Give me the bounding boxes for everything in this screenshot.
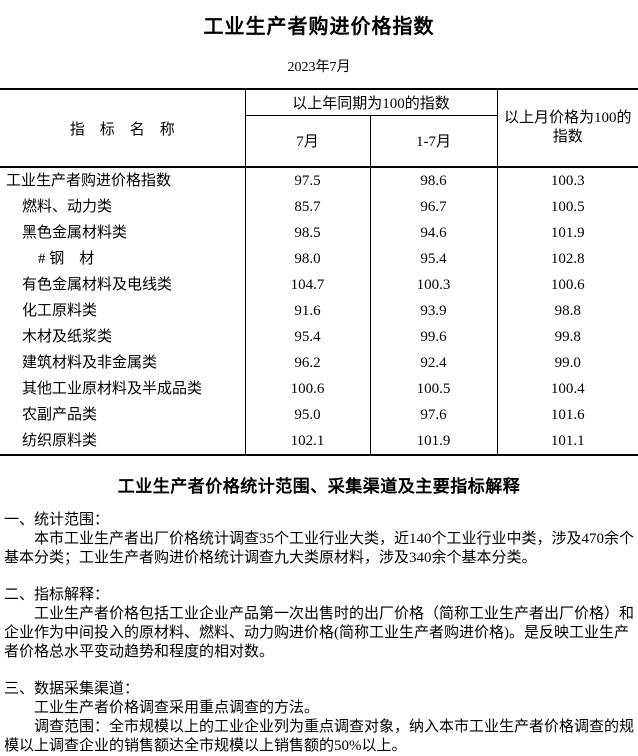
value-jul: 98.5: [244, 220, 370, 246]
table-row: 木材及纸浆类 95.4 99.6 99.8: [0, 324, 638, 350]
table-row: 有色金属材料及电线类 104.7 100.3 100.6: [0, 272, 638, 298]
table-row: # 钢 材 98.0 95.4 102.8: [0, 246, 638, 272]
note-section-title: 三、数据采集渠道：: [4, 681, 140, 697]
value-jul: 98.0: [244, 246, 370, 272]
row-label: 纺织原料类: [22, 433, 98, 449]
value-mom: 100.6: [496, 272, 638, 298]
table-row: 化工原料类 91.6 93.9 98.8: [0, 298, 638, 324]
value-jan-jul: 97.6: [369, 402, 498, 428]
value-jul: 85.7: [244, 194, 370, 220]
note-paragraph: 本市工业生产者出厂价格统计调查35个工业行业大类，近140个工业行业中类，涉及4…: [4, 531, 635, 566]
value-mom: 99.8: [496, 324, 638, 350]
row-label: 农副产品类: [22, 407, 98, 423]
notes-heading: 工业生产者价格统计范围、采集渠道及主要指标解释: [117, 477, 521, 496]
note-paragraph: 工业生产者价格调查采用重点调查的方法。: [34, 700, 320, 716]
row-label: 其他工业原材料及半成品类: [22, 381, 203, 397]
value-jan-jul: 93.9: [369, 298, 498, 324]
row-label: 燃料、动力类: [22, 199, 113, 215]
value-jul: 104.7: [244, 272, 370, 298]
value-mom: 99.0: [496, 350, 638, 376]
table-row: 建筑材料及非金属类 96.2 92.4 99.0: [0, 350, 638, 376]
value-jan-jul: 99.6: [369, 324, 498, 350]
row-label: 化工原料类: [22, 303, 98, 319]
col-header-jul: 7月: [245, 115, 371, 168]
value-mom: 101.6: [496, 402, 638, 428]
value-jan-jul: 98.6: [369, 167, 498, 194]
row-label: 木材及纸浆类: [22, 329, 113, 345]
note-section-title: 一、统计范围：: [4, 512, 110, 528]
value-jul: 95.4: [244, 324, 370, 350]
value-jan-jul: 95.4: [369, 246, 498, 272]
mom-header: 以上月价格为100的指数: [497, 89, 638, 168]
value-mom: 101.1: [496, 428, 638, 455]
note-section-scope: 一、统计范围： 本市工业生产者出厂价格统计调查35个工业行业大类，近140个工业…: [4, 511, 634, 568]
value-jul: 91.6: [244, 298, 370, 324]
value-jan-jul: 101.9: [369, 428, 498, 455]
table-row: 工业生产者购进价格指数 97.5 98.6 100.3: [0, 167, 638, 194]
table-row: 纺织原料类 102.1 101.9 101.1: [0, 428, 638, 455]
note-section-collection: 三、数据采集渠道： 工业生产者价格调查采用重点调查的方法。 调查范围：全市规模以…: [4, 680, 634, 756]
value-jan-jul: 92.4: [369, 350, 498, 376]
row-label: 有色金属材料及电线类: [22, 277, 173, 293]
value-jan-jul: 100.3: [369, 272, 498, 298]
note-paragraph: 工业生产者价格包括工业企业产品第一次出售时的出厂价格（简称工业生产者出厂价格）和…: [4, 606, 635, 660]
row-label: # 钢 材: [38, 251, 95, 267]
row-label: 建筑材料及非金属类: [22, 355, 158, 371]
row-label: 工业生产者购进价格指数: [6, 173, 172, 189]
value-mom: 100.3: [496, 167, 638, 194]
value-jan-jul: 96.7: [369, 194, 498, 220]
value-mom: 100.4: [496, 376, 638, 402]
value-mom: 101.9: [496, 220, 638, 246]
report-period: 2023年7月: [287, 60, 351, 75]
value-jul: 102.1: [244, 428, 370, 455]
value-jan-jul: 100.5: [369, 376, 498, 402]
value-jul: 96.2: [244, 350, 370, 376]
note-section-definitions: 二、指标解释： 工业生产者价格包括工业企业产品第一次出售时的出厂价格（简称工业生…: [4, 586, 634, 662]
table-row: 黑色金属材料类 98.5 94.6 101.9: [0, 220, 638, 246]
page-title: 工业生产者购进价格指数: [203, 16, 435, 38]
value-mom: 100.5: [496, 194, 638, 220]
col-header-jan-jul: 1-7月: [370, 115, 498, 168]
indicator-name-header: 指 标 名 称: [0, 89, 246, 168]
note-paragraph: 调查范围：全市规模以上的工业企业列为重点调查对象，纳入本市工业生产者价格调查的规…: [4, 719, 635, 754]
value-jul: 100.6: [244, 376, 370, 402]
table-row: 农副产品类 95.0 97.6 101.6: [0, 402, 638, 428]
table-row: 其他工业原材料及半成品类 100.6 100.5 100.4: [0, 376, 638, 402]
value-jan-jul: 94.6: [369, 220, 498, 246]
row-label: 黑色金属材料类: [22, 225, 128, 241]
value-mom: 98.8: [496, 298, 638, 324]
value-jul: 97.5: [244, 167, 370, 194]
table-row: 燃料、动力类 85.7 96.7 100.5: [0, 194, 638, 220]
yoy-group-header: 以上年同期为100的指数: [245, 89, 498, 116]
value-mom: 102.8: [496, 246, 638, 272]
notes-area: 工业生产者价格统计范围、采集渠道及主要指标解释 一、统计范围： 本市工业生产者出…: [0, 477, 638, 756]
value-jul: 95.0: [244, 402, 370, 428]
note-section-title: 二、指标解释：: [4, 587, 110, 603]
price-index-table: 指 标 名 称 以上年同期为100的指数 以上月价格为100的指数 7月 1-7…: [0, 88, 638, 456]
